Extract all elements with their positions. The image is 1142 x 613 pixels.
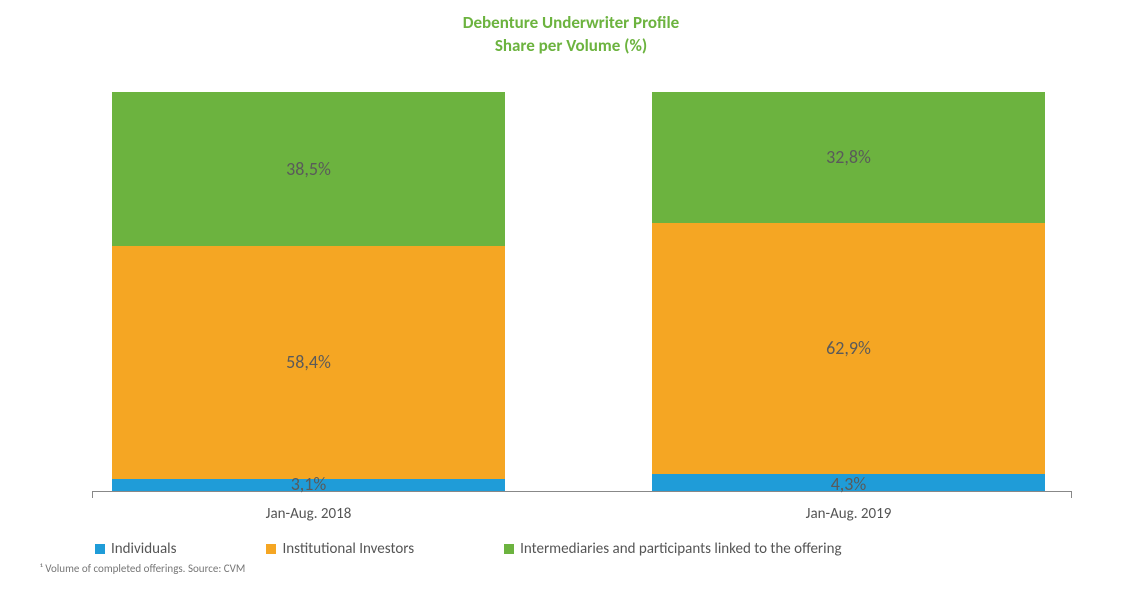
data-label: 3,1% <box>291 473 327 495</box>
chart-container: Debenture Underwriter Profile Share per … <box>0 0 1142 613</box>
plot-area: 38,5% 58,4% 3,1% 32,8% 62,9% 4,3% <box>92 92 1072 492</box>
title-block: Debenture Underwriter Profile Share per … <box>0 0 1142 56</box>
legend-swatch-intermediaries <box>504 544 514 554</box>
legend: Individuals Institutional Investors Inte… <box>95 540 1072 558</box>
stacked-bar-2019: 32,8% 62,9% 4,3% <box>652 92 1045 491</box>
legend-label: Institutional Investors <box>282 540 414 558</box>
legend-swatch-individuals <box>95 544 105 554</box>
bar-segment: 62,9% <box>652 223 1045 474</box>
footnote: ¹ Volume of completed offerings. Source:… <box>40 562 245 575</box>
legend-item-individuals: Individuals <box>95 540 176 558</box>
stacked-bar-2018: 38,5% 58,4% 3,1% <box>112 92 505 491</box>
chart-subtitle: Share per Volume (%) <box>0 35 1142 56</box>
legend-label: Intermediaries and participants linked t… <box>520 540 841 558</box>
legend-item-intermediaries: Intermediaries and participants linked t… <box>504 540 841 558</box>
legend-swatch-institutional <box>266 544 276 554</box>
axis-tick-right <box>1071 492 1072 498</box>
axis-tick-left <box>92 492 93 498</box>
legend-label: Individuals <box>111 540 176 558</box>
x-axis-label-2019: Jan-Aug. 2019 <box>652 505 1045 523</box>
chart-title: Debenture Underwriter Profile <box>0 12 1142 33</box>
data-label: 58,4% <box>286 351 331 373</box>
x-axis-label-2018: Jan-Aug. 2018 <box>112 505 505 523</box>
data-label: 38,5% <box>286 158 331 180</box>
bar-segment: 38,5% <box>112 92 505 246</box>
data-label: 32,8% <box>826 146 871 168</box>
data-label: 4,3% <box>831 473 867 495</box>
bar-segment: 58,4% <box>112 246 505 479</box>
data-label: 62,9% <box>826 337 871 359</box>
bar-segment: 4,3% <box>652 474 1045 491</box>
bar-segment: 32,8% <box>652 92 1045 223</box>
legend-item-institutional: Institutional Investors <box>266 540 414 558</box>
bar-segment: 3,1% <box>112 479 505 491</box>
